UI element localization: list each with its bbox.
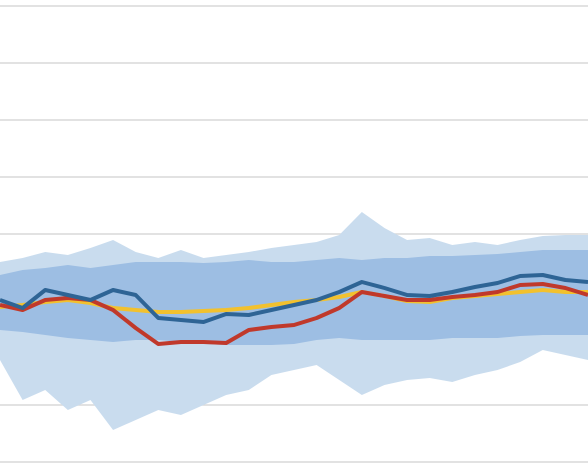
line: [0, 282, 588, 346]
line: [0, 273, 588, 324]
band: [0, 250, 588, 345]
